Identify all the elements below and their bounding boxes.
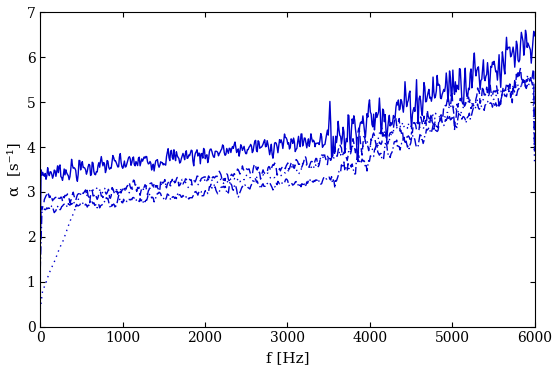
Y-axis label: α  [s⁻¹]: α [s⁻¹] bbox=[7, 143, 21, 196]
X-axis label: f [Hz]: f [Hz] bbox=[266, 351, 309, 365]
